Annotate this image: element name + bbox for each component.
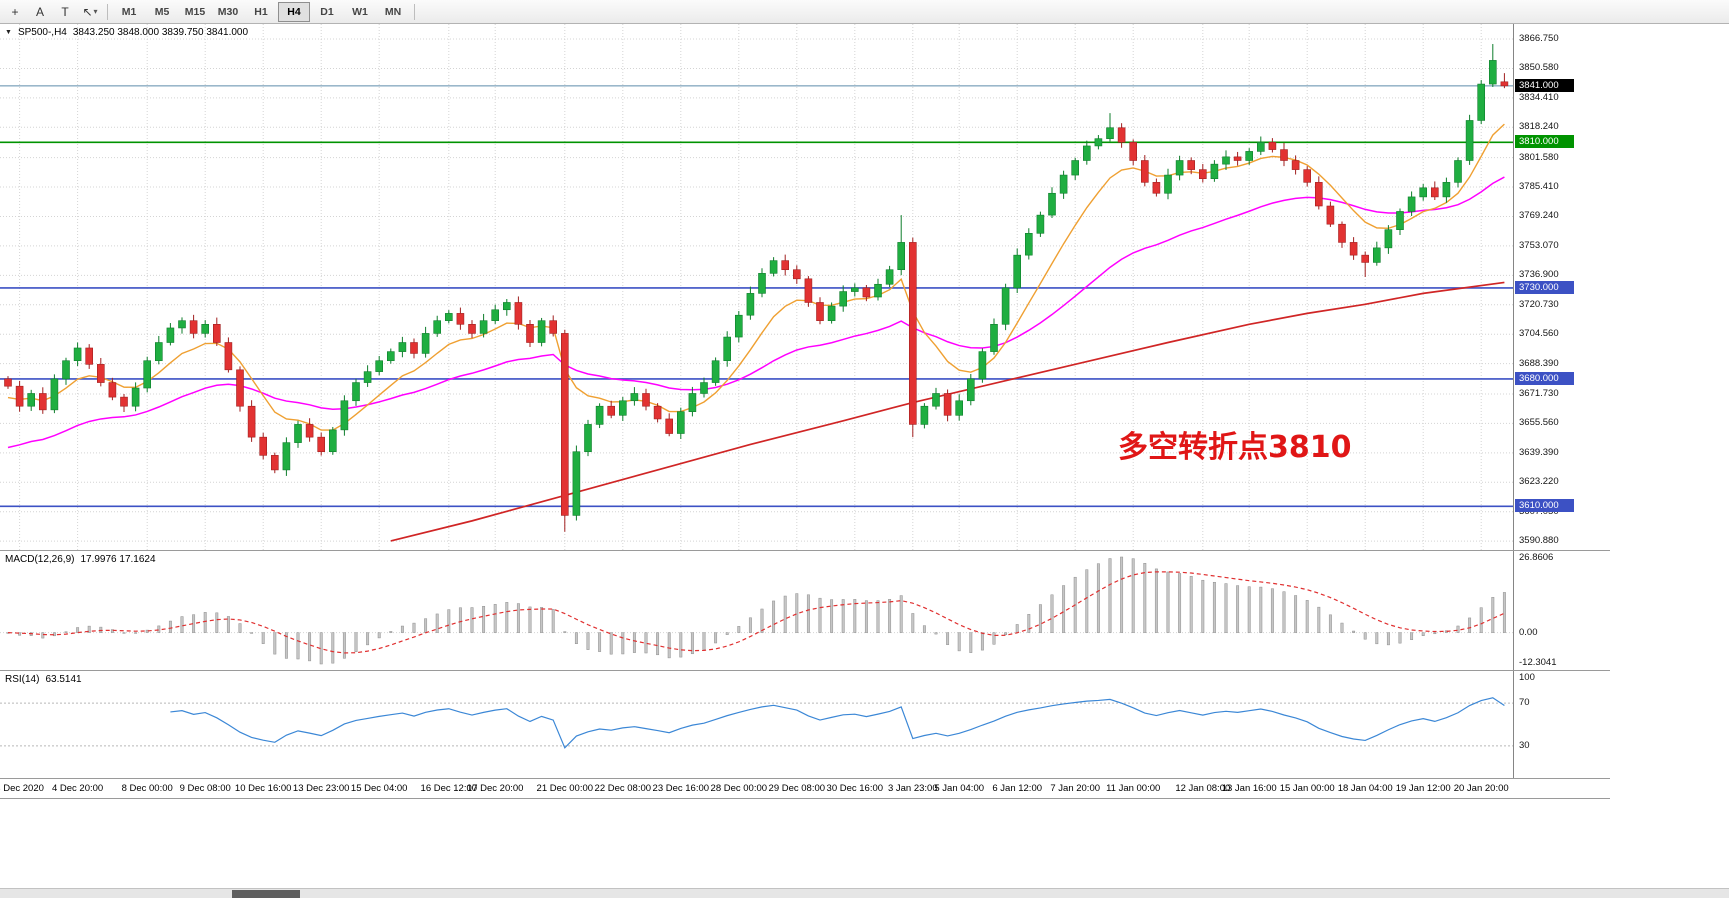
time-label: 22 Dec 08:00	[594, 783, 652, 794]
rsi-label: RSI(14) 63.5141	[5, 674, 82, 685]
rsi-axis-70: 70	[1519, 697, 1530, 709]
rsi-name: RSI(14)	[5, 674, 40, 685]
ohlc-readout: 3843.250 3848.000 3839.750 3841.000	[72, 27, 249, 38]
price-tick: 3704.560	[1519, 328, 1559, 340]
time-label: 30 Dec 16:00	[826, 783, 884, 794]
price-tick: 3753.070	[1519, 239, 1559, 251]
time-label: 18 Jan 04:00	[1337, 783, 1393, 794]
time-label: 16 Dec 12:00	[420, 783, 478, 794]
price-tick: 3623.220	[1519, 476, 1559, 488]
toolbar-separator	[107, 3, 108, 20]
symbol-period-label: SP500-,H4	[17, 27, 67, 38]
time-label: 11 Jan 00:00	[1106, 783, 1161, 794]
price-tick: 3720.730	[1519, 298, 1559, 310]
time-label: 20 Jan 20:00	[1453, 783, 1509, 794]
price-tick: 3655.560	[1519, 417, 1559, 429]
time-label: 8 Dec 00:00	[121, 783, 173, 794]
chart-header: ▼ SP500-,H4 3843.250 3848.000 3839.750 3…	[5, 27, 248, 38]
price-tick: 3785.410	[1519, 181, 1559, 193]
price-tick: 3736.900	[1519, 269, 1559, 281]
time-label: 12 Jan 08:00	[1175, 783, 1231, 794]
objects-cursor-button[interactable]: ↖ ▾	[82, 4, 98, 19]
price-tick: 3639.390	[1519, 446, 1559, 458]
price-tick: 3850.580	[1519, 62, 1559, 74]
hline-price-badge: 3730.000	[1515, 280, 1574, 294]
time-label: 29 Dec 08:00	[768, 783, 826, 794]
rsi-value: 63.5141	[45, 674, 82, 685]
time-label: 5 Jan 04:00	[934, 783, 985, 794]
time-label: 21 Dec 00:00	[536, 783, 594, 794]
time-label: 6 Jan 12:00	[992, 783, 1043, 794]
top-toolbar: + A T ↖ ▾ M1 M5 M15 M30 H1 H4 D1 W1 MN	[0, 0, 1729, 24]
macd-axis[interactable]: 26.8606 0.00 -12.3041	[1515, 551, 1609, 670]
rsi-axis-30: 30	[1519, 739, 1530, 751]
price-tick: 3834.410	[1519, 91, 1559, 103]
price-tick: 3688.390	[1519, 357, 1559, 369]
rsi-canvas[interactable]	[0, 671, 1514, 778]
main-price-axis[interactable]: 3866.750 3850.580 3834.410 3818.240 3801.580…	[1515, 24, 1609, 550]
time-label: 13 Dec 23:00	[292, 783, 350, 794]
price-tick: 3590.880	[1519, 535, 1559, 547]
hline-price-badge: 3680.000	[1515, 371, 1574, 385]
macd-panel: 26.8606 0.00 -12.3041 MACD(12,26,9) 17.9976…	[0, 551, 1610, 671]
price-tick: 3671.730	[1519, 387, 1559, 399]
price-tick: 3818.240	[1519, 121, 1559, 133]
timeframe-m15-button[interactable]: M15	[184, 5, 206, 18]
scrollbar-thumb[interactable]	[232, 890, 300, 898]
price-tick: 3866.750	[1519, 33, 1559, 44]
time-label: 13 Jan 16:00	[1221, 783, 1277, 794]
dropdown-caret-icon: ▾	[93, 7, 98, 16]
macd-axis-zero: 0.00	[1519, 626, 1538, 638]
annotation-a-button[interactable]: A	[35, 4, 44, 19]
time-label: 19 Jan 12:00	[1395, 783, 1451, 794]
timeframe-m30-button[interactable]: M30	[217, 5, 239, 18]
current-price-badge: 3841.000	[1515, 78, 1574, 92]
timeframe-d1-button[interactable]: D1	[320, 5, 334, 18]
hline-price-badge: 3610.000	[1515, 499, 1574, 513]
time-label: 17 Dec 20:00	[466, 783, 524, 794]
chart-text-annotation[interactable]: 多空转折点3810	[1118, 430, 1352, 465]
timeframe-m5-button[interactable]: M5	[154, 5, 170, 18]
time-label: 4 Dec 20:00	[51, 783, 104, 794]
macd-name: MACD(12,26,9)	[5, 554, 75, 565]
main-chart-canvas[interactable]	[0, 24, 1514, 550]
macd-canvas[interactable]	[0, 551, 1514, 670]
tool-button-group: + A T ↖ ▾	[3, 1, 102, 22]
macd-values: 17.9976 17.1624	[80, 554, 156, 565]
horizontal-scrollbar[interactable]	[0, 888, 1729, 898]
macd-label: MACD(12,26,9) 17.9976 17.1624	[5, 554, 156, 565]
time-label: 3 Dec 2020	[0, 783, 44, 794]
timeframe-mn-button[interactable]: MN	[384, 5, 402, 18]
time-label: 10 Dec 16:00	[234, 783, 292, 794]
timeframe-h1-button[interactable]: H1	[254, 5, 268, 18]
time-axis[interactable]: 3 Dec 2020 4 Dec 20:00 8 Dec 00:00 9 Dec 08…	[0, 779, 1610, 799]
macd-axis-bottom: -12.3041	[1519, 657, 1557, 668]
toolbar-separator-2	[414, 3, 415, 20]
time-label: 7 Jan 20:00	[1050, 783, 1101, 794]
timeframe-button-group: M1 M5 M15 M30 H1 H4 D1 W1 MN	[113, 1, 409, 22]
time-label: 15 Jan 00:00	[1279, 783, 1335, 794]
price-tick: 3769.240	[1519, 210, 1559, 222]
rsi-axis[interactable]: 100 70 30	[1515, 671, 1609, 778]
bottom-whitespace	[0, 799, 1729, 888]
timeframe-h4-button[interactable]: H4	[278, 1, 310, 22]
hline-price-badge: 3810.000	[1515, 135, 1574, 149]
time-label: 28 Dec 00:00	[710, 783, 768, 794]
symbol-dropdown-icon[interactable]: ▼	[5, 29, 12, 36]
main-chart-panel: 3866.750 3850.580 3834.410 3818.240 3801.580…	[0, 24, 1610, 551]
rsi-panel: 100 70 30 RSI(14) 63.5141	[0, 671, 1610, 779]
crosshair-button[interactable]: +	[11, 4, 19, 19]
text-label-button[interactable]: T	[61, 4, 69, 19]
timeframe-w1-button[interactable]: W1	[352, 5, 368, 18]
macd-axis-top: 26.8606	[1519, 552, 1554, 563]
time-label: 3 Jan 23:00	[887, 783, 938, 794]
time-label: 23 Dec 16:00	[652, 783, 710, 794]
price-tick: 3801.580	[1519, 151, 1559, 163]
timeframe-m1-button[interactable]: M1	[121, 5, 137, 18]
time-label: 9 Dec 08:00	[179, 783, 231, 794]
rsi-axis-100: 100	[1519, 672, 1535, 683]
time-label: 15 Dec 04:00	[350, 783, 408, 794]
